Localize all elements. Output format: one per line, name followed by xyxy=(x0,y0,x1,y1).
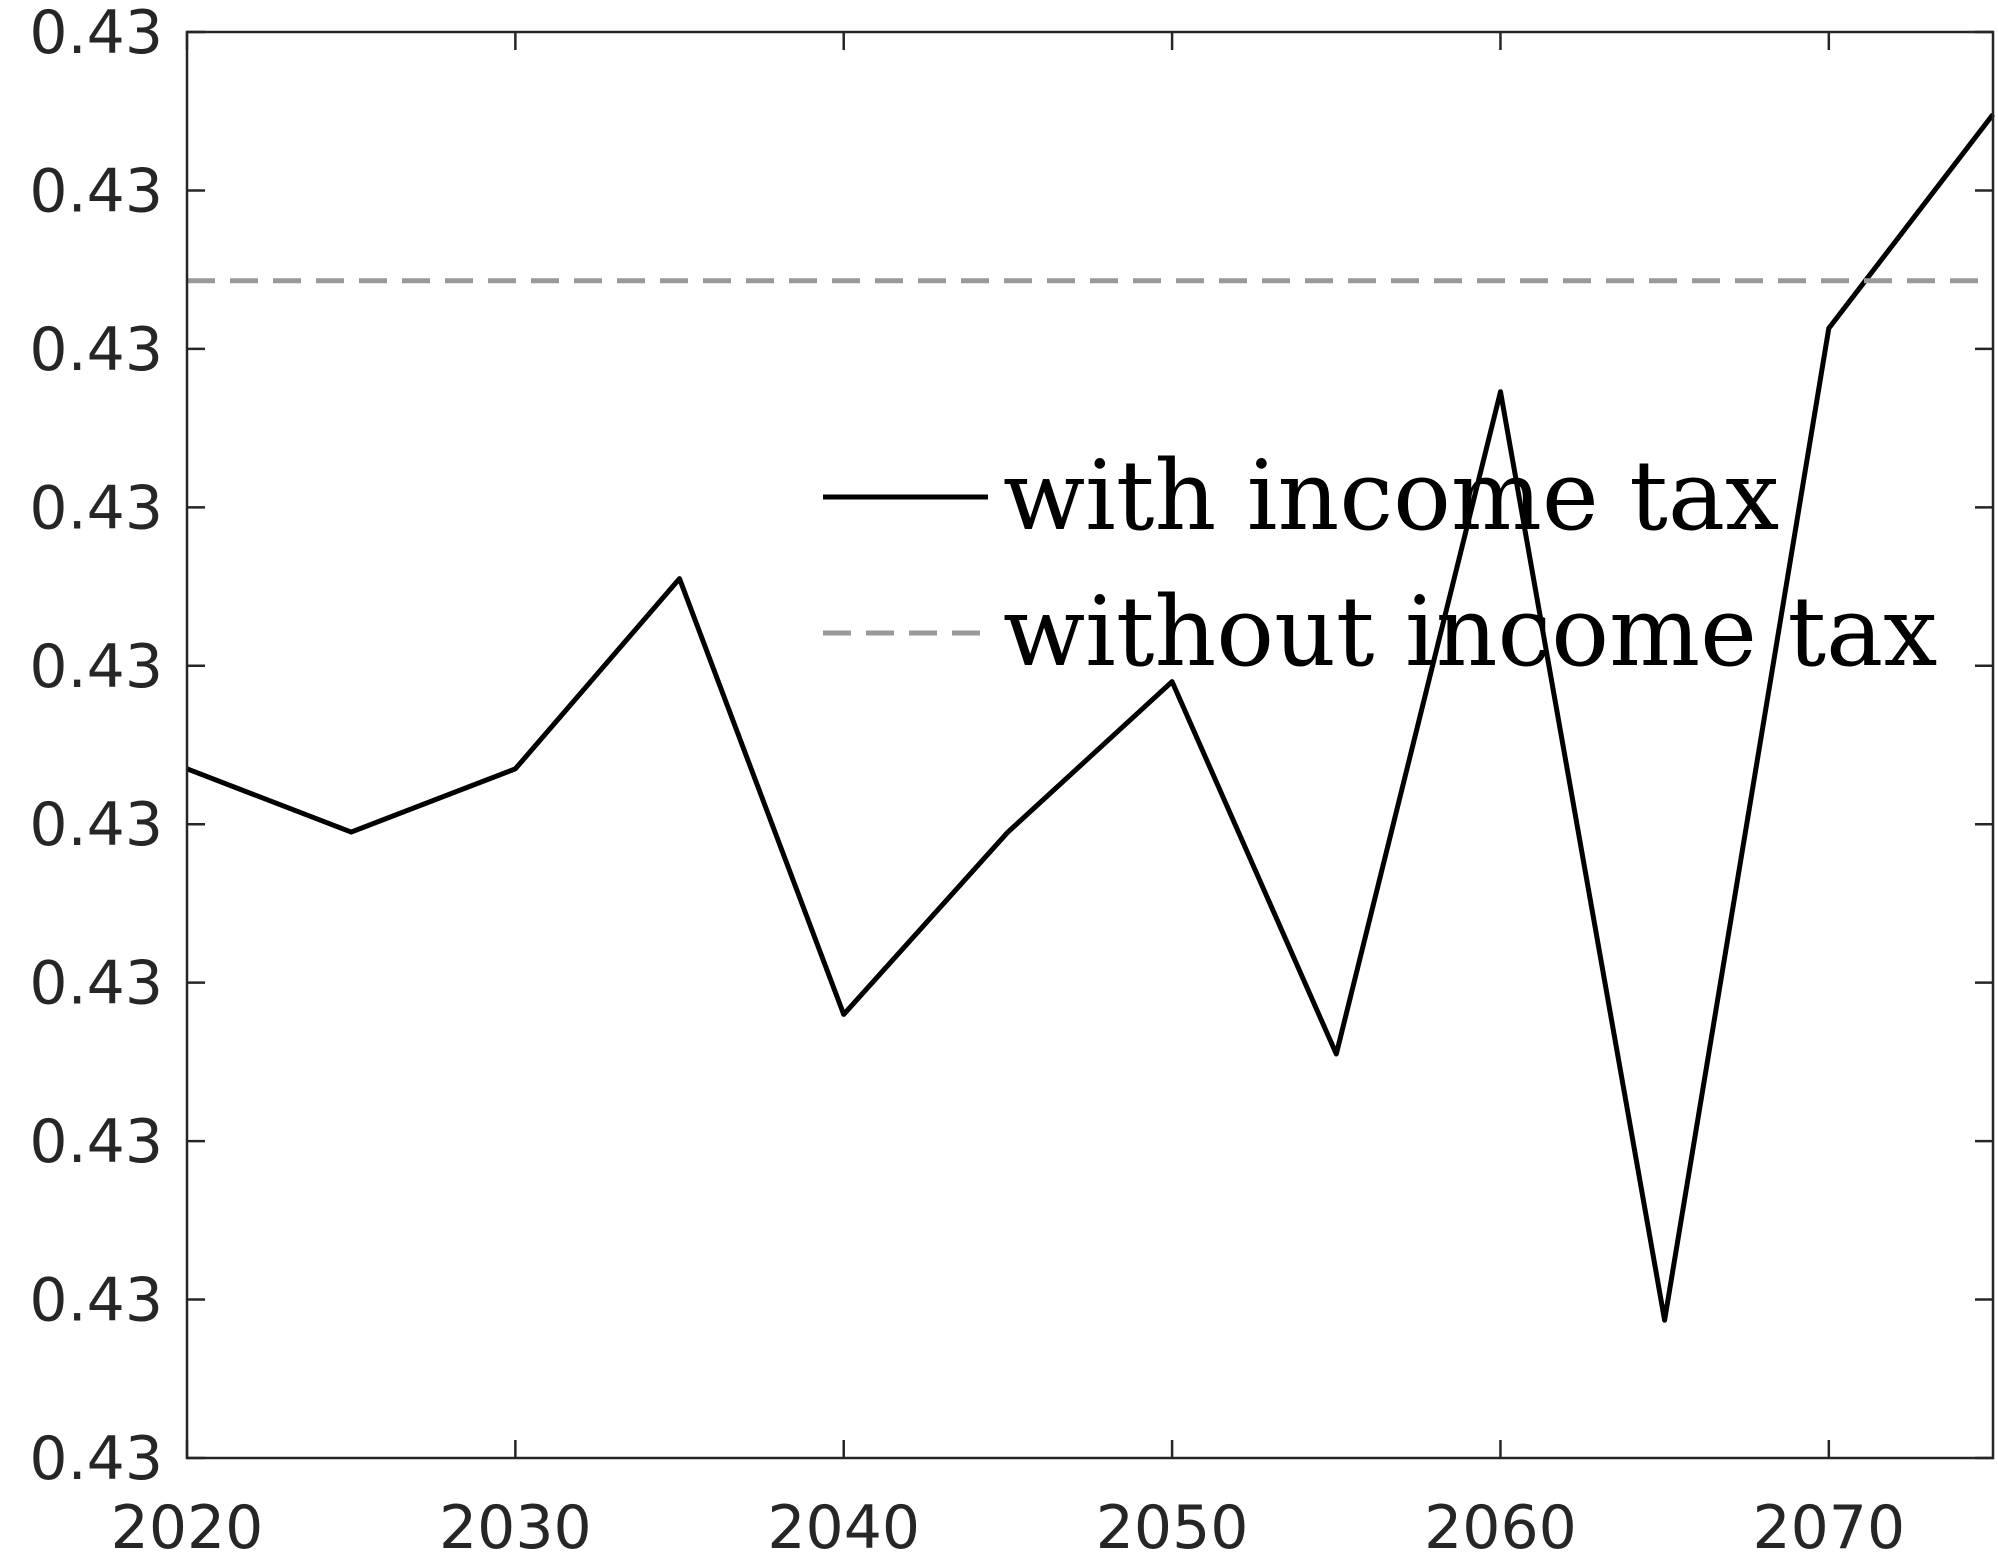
axis-tick-labels: 2020 2030 2040 2050 2060 2070 0.43 0.43 0.43 0.43… xyxy=(29,0,1905,1554)
plot-lines xyxy=(186,112,1995,1323)
y-tick-label: 0.43 xyxy=(29,0,163,68)
y-tick-label: 0.43 xyxy=(29,1424,163,1494)
x-tick-label: 2070 xyxy=(1752,1493,1905,1554)
x-tick-label: 2040 xyxy=(767,1493,920,1554)
y-tick-label: 0.43 xyxy=(29,949,163,1019)
y-tick-label: 0.43 xyxy=(29,315,163,385)
y-tick-label: 0.43 xyxy=(29,790,163,860)
legend: with income tax without income tax xyxy=(823,440,1937,688)
x-tick-label: 2050 xyxy=(1096,1493,1249,1554)
legend-label-1: with income tax xyxy=(1003,440,1779,552)
y-tick-label: 0.43 xyxy=(29,1266,163,1336)
x-tick-label: 2020 xyxy=(111,1493,264,1554)
y-tick-label: 0.43 xyxy=(29,473,163,543)
y-tick-label: 0.43 xyxy=(29,632,163,702)
series-line-1 xyxy=(186,112,1995,1323)
y-tick-label: 0.43 xyxy=(29,156,163,226)
plot-area-frame xyxy=(185,30,1995,1460)
x-tick-label: 2060 xyxy=(1424,1493,1577,1554)
y-tick-label: 0.43 xyxy=(29,1107,163,1177)
x-tick-label: 2030 xyxy=(439,1493,592,1554)
axis-ticks xyxy=(185,30,1993,1460)
legend-label-2: without income tax xyxy=(1003,576,1937,688)
